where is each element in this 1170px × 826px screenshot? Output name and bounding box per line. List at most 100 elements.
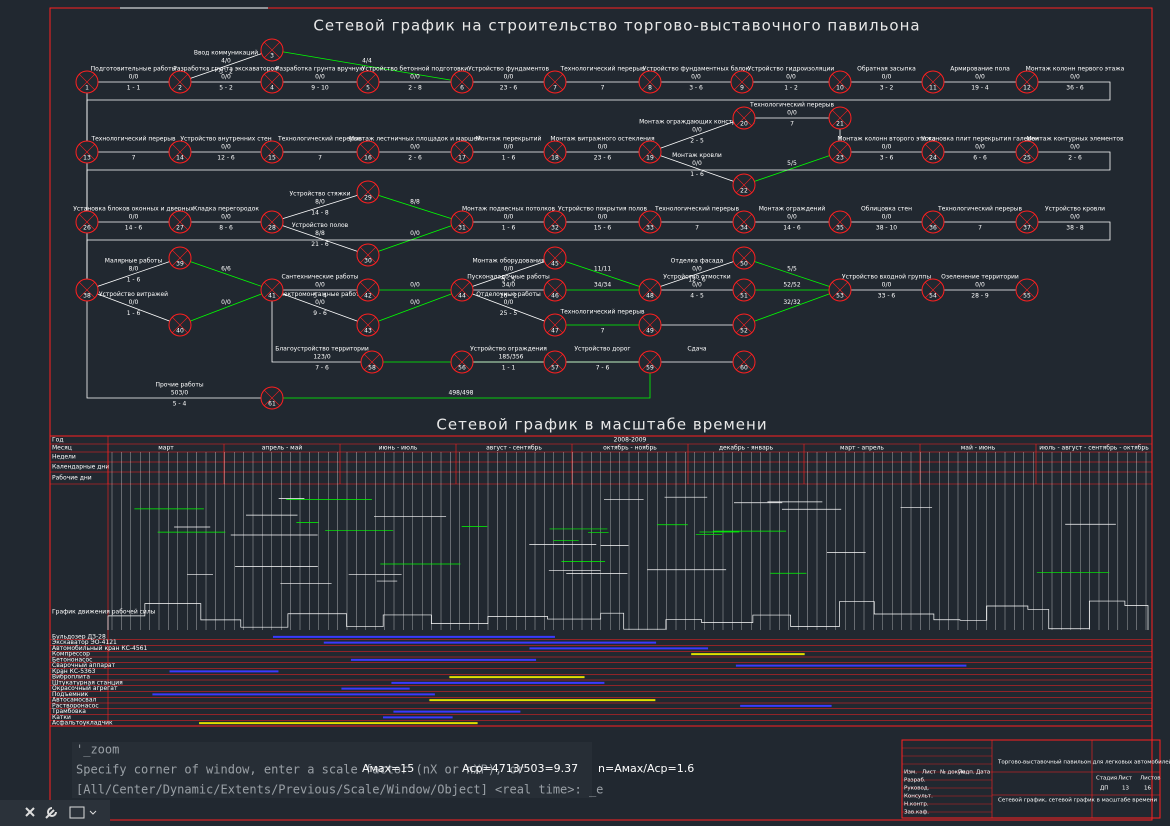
edge-float: 0/0 bbox=[410, 299, 420, 306]
node-divider bbox=[642, 282, 658, 298]
edge-duration: 5 - 4 bbox=[313, 293, 327, 300]
edge bbox=[649, 151, 745, 186]
node-id: 52 bbox=[740, 328, 748, 335]
edge-float: 5/5 bbox=[787, 160, 797, 167]
node-id: 37 bbox=[1023, 225, 1031, 232]
node-divider bbox=[547, 144, 563, 160]
edge-duration: 9 - 10 bbox=[311, 85, 329, 92]
node-id: 58 bbox=[368, 365, 376, 372]
edge-duration: 33 - 6 bbox=[878, 293, 896, 300]
edge-label: Благоустройство территории bbox=[275, 346, 369, 353]
row-label: Катки bbox=[52, 714, 71, 721]
node-divider bbox=[364, 354, 380, 370]
dropdown-icon[interactable] bbox=[89, 810, 97, 815]
header-label: Месяц bbox=[52, 445, 72, 452]
month: апрель - май bbox=[262, 445, 303, 452]
node-divider bbox=[172, 144, 188, 160]
formula: Aср=4713/503=9.37 bbox=[462, 762, 578, 775]
edge bbox=[179, 49, 273, 83]
edge-duration: 7 - 6 bbox=[596, 365, 610, 372]
row-label: Кран КС-5363 bbox=[52, 668, 96, 675]
edge bbox=[271, 221, 369, 256]
edge-label: Армирование пола bbox=[950, 66, 1010, 73]
edge-duration: 1 - 1 bbox=[502, 365, 516, 372]
node-divider bbox=[547, 74, 563, 90]
edge-label: Монтаж кровли bbox=[672, 152, 722, 159]
edge-duration: 19 - 4 bbox=[971, 85, 989, 92]
node-divider bbox=[360, 184, 376, 200]
edge-duration: 1 - 1 bbox=[127, 85, 141, 92]
node-divider bbox=[79, 282, 95, 298]
edge-float: 0/0 bbox=[692, 282, 702, 289]
node-id: 44 bbox=[458, 293, 466, 300]
row-label: Экскаватор ЭО-4121 bbox=[52, 639, 117, 646]
edge-duration: 7 bbox=[601, 85, 605, 92]
edge-float: 503/0 bbox=[171, 390, 188, 397]
node-id: 40 bbox=[176, 328, 184, 335]
edge-duration: 1 - 2 bbox=[784, 85, 798, 92]
edge-float: 4/4 bbox=[362, 58, 372, 65]
edge-label: Технологический перерыв bbox=[90, 136, 176, 143]
edge-float: 0/0 bbox=[1070, 214, 1080, 221]
edge-label: Малярные работы bbox=[105, 258, 163, 265]
edge-float: 34/0 bbox=[502, 282, 516, 289]
node-divider bbox=[736, 110, 752, 126]
edge-label: Прочие работы bbox=[155, 382, 203, 389]
node-divider bbox=[360, 317, 376, 333]
edge-label: Технологический перерыв bbox=[749, 102, 835, 109]
month: март bbox=[158, 445, 174, 452]
row-label: Бетононасос bbox=[52, 656, 92, 663]
node-id: 12 bbox=[1023, 85, 1031, 92]
edge-label: Устройство витражей bbox=[99, 291, 168, 298]
edge-float: 6/6 bbox=[221, 266, 231, 273]
edge-float: 0/0 bbox=[410, 282, 420, 289]
tb-role: Н.контр. bbox=[904, 802, 929, 808]
node-id: 47 bbox=[551, 328, 559, 335]
node-divider bbox=[454, 74, 470, 90]
edge-float: 0/0 bbox=[410, 144, 420, 151]
node-id: 2 bbox=[178, 85, 182, 92]
node-id: 46 bbox=[551, 293, 559, 300]
labor-profile bbox=[107, 600, 1149, 630]
edge-label: Пусконаладочные работы bbox=[467, 274, 550, 281]
edge-label: Устройство ограждения bbox=[470, 346, 547, 353]
close-icon[interactable] bbox=[25, 807, 35, 817]
node-id: 14 bbox=[176, 155, 184, 162]
edge-float: 0/0 bbox=[1070, 74, 1080, 81]
edge-duration: 2 - 5 bbox=[690, 138, 704, 145]
edge-duration: 12 - 6 bbox=[688, 277, 706, 284]
edge bbox=[86, 257, 181, 291]
node-divider bbox=[360, 74, 376, 90]
edge-duration: 7 bbox=[601, 328, 605, 335]
node-id: 11 bbox=[929, 85, 937, 92]
edge-float: 52/52 bbox=[783, 282, 800, 289]
row-label: Трамбовка bbox=[51, 708, 86, 715]
tb-column: Подп. bbox=[958, 770, 975, 776]
node-id: 4 bbox=[270, 85, 274, 92]
command-icon[interactable] bbox=[69, 806, 85, 819]
edge-float: 0/0 bbox=[504, 214, 514, 221]
edge-float: 0/0 bbox=[410, 230, 420, 237]
row-label: Окрасочный агрегат bbox=[52, 685, 118, 692]
edge-float: 0/0 bbox=[882, 214, 892, 221]
row-label: Асфальтоукладчик bbox=[52, 720, 113, 727]
edge bbox=[179, 257, 273, 291]
node-divider bbox=[1019, 214, 1035, 230]
edge-label: Устройство фундаментных балок bbox=[643, 66, 750, 73]
node-id: 45 bbox=[551, 261, 559, 268]
node-divider bbox=[547, 250, 563, 266]
node-id: 9 bbox=[740, 85, 744, 92]
settings-icon[interactable] bbox=[45, 807, 57, 819]
edge bbox=[649, 117, 745, 153]
edge-float: 0/0 bbox=[315, 74, 325, 81]
edge bbox=[461, 257, 556, 291]
edge-label: Ввод коммуникаций bbox=[194, 50, 258, 57]
edge-float: 8/8 bbox=[315, 230, 325, 237]
edge bbox=[86, 82, 272, 399]
tb-stage-value: ДП bbox=[1100, 786, 1108, 792]
node-divider bbox=[360, 282, 376, 298]
edge-duration: 7 bbox=[695, 225, 699, 232]
month: октябрь - ноябрь bbox=[603, 445, 657, 452]
row-label: График движения рабочей силы bbox=[52, 609, 156, 616]
node-id: 54 bbox=[929, 293, 937, 300]
